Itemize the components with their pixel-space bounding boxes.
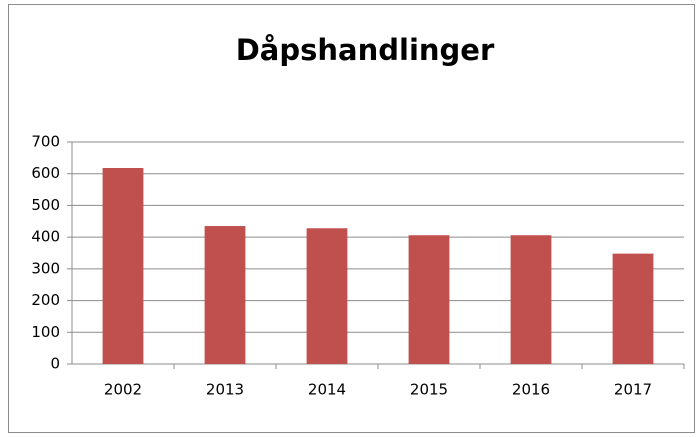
y-tick-label: 600 (31, 164, 60, 182)
x-tick-label: 2015 (410, 381, 448, 399)
y-tick-label: 400 (31, 228, 60, 246)
bar (306, 228, 348, 364)
bar (510, 235, 552, 364)
x-tick-label: 2016 (512, 381, 550, 399)
y-tick-label: 0 (50, 355, 60, 373)
y-tick-label: 100 (31, 323, 60, 341)
x-tick-label: 2013 (206, 381, 244, 399)
chart-title: Dåpshandlinger (236, 33, 495, 67)
x-tick-label: 2002 (104, 381, 142, 399)
y-tick-label: 200 (31, 291, 60, 309)
x-tick-label: 2014 (308, 381, 346, 399)
y-tick-label: 300 (31, 259, 60, 277)
bar (204, 226, 246, 364)
bar (408, 235, 450, 364)
bar (612, 253, 654, 364)
bar (102, 168, 144, 364)
y-tick-label: 500 (31, 196, 60, 214)
y-tick-label: 700 (31, 133, 60, 151)
x-tick-label: 2017 (614, 381, 652, 399)
